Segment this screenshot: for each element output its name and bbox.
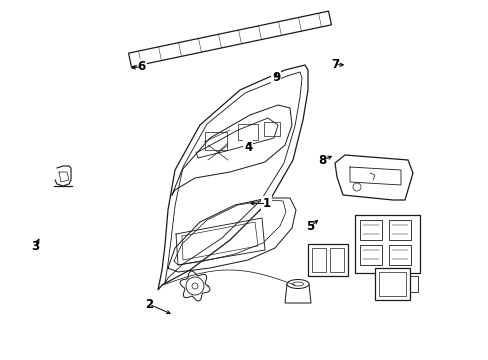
Polygon shape: [359, 220, 381, 240]
Text: 2: 2: [145, 298, 153, 311]
Text: 7: 7: [330, 58, 338, 71]
Polygon shape: [311, 248, 325, 272]
Text: 4: 4: [244, 141, 252, 154]
Polygon shape: [307, 244, 347, 276]
Polygon shape: [329, 248, 343, 272]
Text: 1: 1: [262, 197, 270, 210]
Polygon shape: [378, 272, 405, 296]
Polygon shape: [334, 155, 412, 200]
Text: 8: 8: [318, 154, 326, 167]
Circle shape: [192, 283, 198, 289]
Text: 6: 6: [138, 60, 145, 73]
Ellipse shape: [292, 282, 303, 286]
Polygon shape: [285, 284, 310, 303]
Polygon shape: [158, 65, 307, 290]
Text: 5: 5: [306, 220, 314, 233]
Polygon shape: [388, 220, 410, 240]
Polygon shape: [128, 11, 331, 67]
Circle shape: [185, 277, 203, 295]
Ellipse shape: [286, 279, 308, 288]
Polygon shape: [374, 268, 409, 300]
Polygon shape: [388, 245, 410, 265]
FancyBboxPatch shape: [264, 122, 280, 136]
Text: 9: 9: [272, 71, 280, 84]
Polygon shape: [359, 245, 381, 265]
Text: 3: 3: [31, 240, 39, 253]
Circle shape: [352, 183, 360, 191]
FancyBboxPatch shape: [204, 132, 226, 150]
FancyBboxPatch shape: [238, 124, 258, 140]
Polygon shape: [354, 215, 419, 273]
